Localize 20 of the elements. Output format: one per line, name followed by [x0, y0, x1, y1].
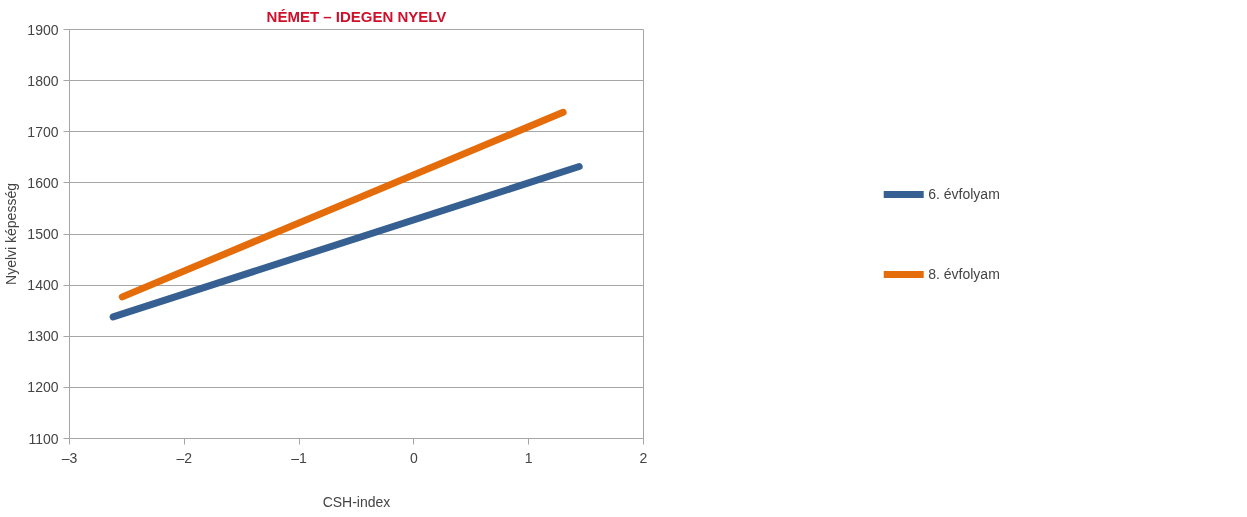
y-tick-label: 1800	[27, 72, 59, 89]
x-tick-label: –1	[291, 449, 308, 466]
x-tick-label: 0	[410, 449, 419, 466]
y-tick-label: 1900	[27, 21, 59, 38]
y-tick-label: 1300	[27, 328, 59, 345]
x-tick-label: –3	[61, 449, 78, 466]
legend-label: 6. évfolyam	[928, 185, 1000, 202]
y-tick-label: 1500	[27, 226, 59, 242]
y-tick-label: 1400	[27, 277, 59, 294]
y-tick-label: 1600	[27, 174, 59, 191]
y-tick-label: 1100	[28, 430, 59, 447]
y-tick-label: 1700	[27, 123, 59, 140]
x-tick-label: 1	[524, 449, 533, 466]
x-axis-title: CSH-index	[322, 493, 391, 510]
y-axis-title: Nyelvi képesség	[3, 183, 20, 285]
y-tick-label: 1200	[27, 379, 59, 396]
x-tick-label: –2	[176, 449, 193, 466]
legend-label: 8. évfolyam	[928, 265, 1000, 282]
x-tick-label: 2	[639, 449, 648, 466]
chart-title: NÉMET – IDEGEN NYELV	[266, 7, 447, 25]
